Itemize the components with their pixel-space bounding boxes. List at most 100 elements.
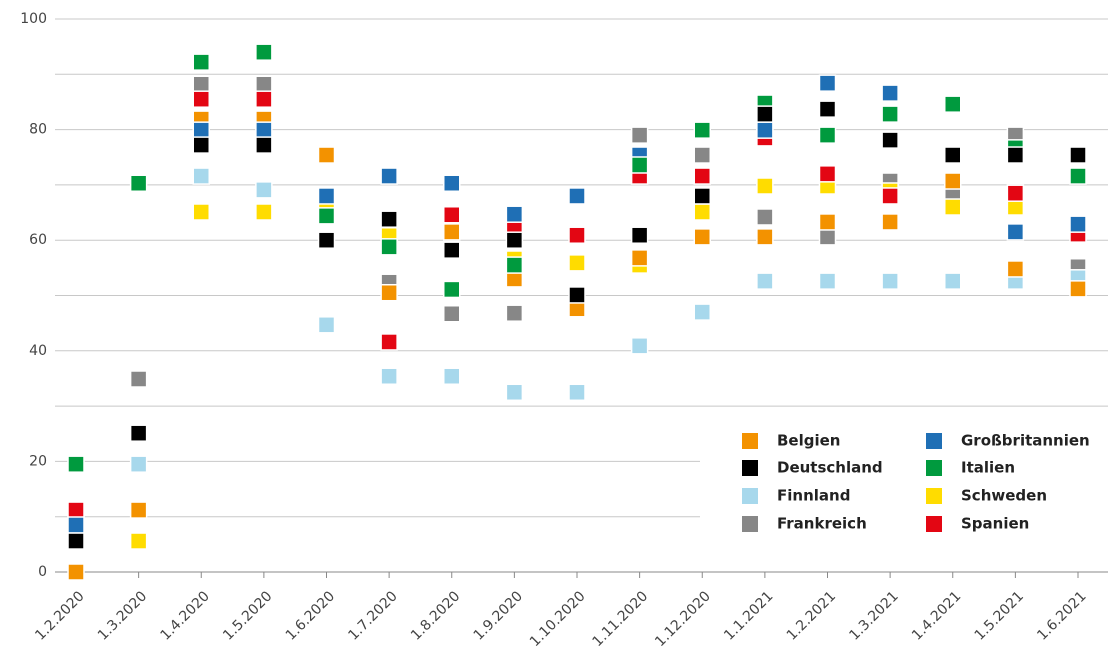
marker bbox=[630, 126, 649, 144]
marker bbox=[818, 74, 837, 92]
marker bbox=[944, 172, 962, 190]
marker bbox=[255, 181, 273, 199]
legend-swatch bbox=[926, 516, 942, 532]
x-tick-label: 1.7.2020 bbox=[345, 588, 400, 643]
marker bbox=[317, 146, 336, 164]
x-tick-label: 1.5.2021 bbox=[972, 588, 1027, 643]
marker bbox=[255, 43, 273, 61]
marker bbox=[255, 136, 273, 154]
marker bbox=[1006, 260, 1025, 278]
marker bbox=[192, 90, 210, 108]
marker bbox=[129, 501, 148, 519]
x-tick-label: 1.3.2020 bbox=[95, 588, 150, 643]
marker bbox=[443, 241, 461, 259]
marker bbox=[255, 203, 273, 221]
marker bbox=[129, 532, 148, 550]
marker bbox=[693, 203, 711, 221]
marker bbox=[192, 136, 210, 154]
marker bbox=[129, 455, 148, 473]
legend-label: Italien bbox=[961, 459, 1015, 477]
y-tick-label: 60 bbox=[29, 232, 47, 248]
x-tick-label: 1.10.2020 bbox=[527, 588, 589, 650]
marker bbox=[67, 501, 85, 519]
marker bbox=[443, 280, 461, 299]
y-tick-label: 80 bbox=[29, 122, 47, 138]
legend-label: Deutschland bbox=[777, 459, 883, 477]
marker bbox=[1006, 184, 1025, 202]
marker bbox=[568, 254, 586, 272]
y-tick-label: 100 bbox=[20, 11, 47, 27]
x-tick-label: 1.6.2021 bbox=[1034, 588, 1089, 643]
marker bbox=[317, 316, 336, 334]
legend-label: Frankreich bbox=[777, 515, 867, 533]
marker bbox=[443, 206, 461, 224]
marker bbox=[505, 205, 524, 223]
legend-label: Großbritannien bbox=[961, 432, 1090, 450]
marker bbox=[192, 53, 210, 71]
marker bbox=[693, 167, 711, 185]
x-tick-label: 1.9.2020 bbox=[471, 588, 526, 643]
marker bbox=[192, 203, 210, 221]
marker bbox=[818, 213, 837, 231]
marker bbox=[630, 337, 649, 355]
marker bbox=[67, 563, 85, 581]
marker bbox=[380, 283, 398, 302]
marker bbox=[630, 156, 649, 174]
marker bbox=[129, 370, 148, 388]
x-tick-label: 1.6.2020 bbox=[283, 588, 338, 643]
marker bbox=[192, 167, 210, 185]
marker bbox=[756, 105, 774, 123]
marker bbox=[380, 333, 398, 351]
marker bbox=[756, 228, 774, 246]
marker bbox=[317, 207, 336, 225]
marker bbox=[1006, 223, 1025, 241]
marker bbox=[443, 367, 461, 385]
marker bbox=[505, 231, 524, 249]
marker bbox=[756, 121, 774, 139]
marker bbox=[756, 177, 774, 195]
marker bbox=[818, 228, 837, 246]
marker bbox=[630, 226, 649, 244]
marker bbox=[944, 95, 962, 113]
marker bbox=[568, 187, 586, 205]
legend-swatch bbox=[742, 433, 758, 449]
x-tick-label: 1.8.2020 bbox=[408, 588, 463, 643]
marker bbox=[881, 272, 899, 290]
marker bbox=[693, 228, 711, 246]
marker bbox=[443, 304, 461, 323]
marker bbox=[693, 146, 711, 164]
marker bbox=[1069, 167, 1087, 185]
marker bbox=[818, 272, 837, 290]
marker bbox=[818, 100, 837, 118]
marker bbox=[756, 272, 774, 290]
marker bbox=[380, 238, 398, 256]
marker bbox=[881, 187, 899, 205]
marker bbox=[67, 532, 85, 550]
marker bbox=[505, 256, 524, 274]
marker bbox=[129, 424, 148, 442]
x-tick-label: 1.2.2021 bbox=[784, 588, 839, 643]
x-tick-label: 1.12.2020 bbox=[652, 588, 714, 650]
marker bbox=[1069, 215, 1087, 233]
x-tick-label: 1.1.2021 bbox=[721, 588, 776, 643]
marker bbox=[380, 167, 398, 185]
marker bbox=[818, 165, 837, 183]
marker bbox=[1069, 146, 1087, 164]
marker bbox=[944, 198, 962, 216]
legend-swatch bbox=[742, 488, 758, 504]
marker bbox=[944, 146, 962, 164]
marker bbox=[443, 223, 461, 241]
legend-swatch bbox=[742, 516, 758, 532]
marker bbox=[818, 126, 837, 144]
x-tick-label: 1.5.2020 bbox=[220, 588, 275, 643]
marker bbox=[192, 75, 210, 94]
marker bbox=[255, 121, 273, 139]
marker bbox=[129, 174, 148, 192]
legend-swatch bbox=[926, 488, 942, 504]
marker bbox=[1069, 280, 1087, 298]
marker bbox=[192, 121, 210, 139]
marker bbox=[505, 304, 524, 322]
legend-label: Schweden bbox=[961, 487, 1047, 505]
legend-swatch bbox=[742, 460, 758, 476]
marker bbox=[881, 213, 899, 231]
